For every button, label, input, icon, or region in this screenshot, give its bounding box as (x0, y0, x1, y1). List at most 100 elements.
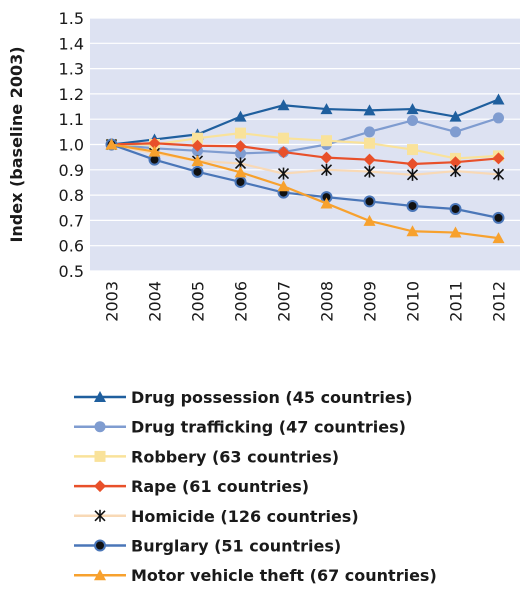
data-point (234, 140, 247, 153)
data-point (320, 163, 333, 176)
y-tick-label: 1.1 (59, 110, 84, 129)
data-point (94, 509, 106, 522)
data-point (191, 154, 204, 166)
data-point (277, 146, 290, 159)
data-point (406, 168, 419, 181)
data-point (320, 103, 333, 115)
data-point (492, 211, 505, 224)
x-tick-label: 2003 (103, 281, 122, 322)
data-point (94, 450, 106, 462)
data-point (364, 137, 375, 149)
y-tick-label: 0.6 (59, 237, 84, 256)
data-point (191, 139, 204, 152)
x-tick-label: 2008 (318, 281, 337, 322)
legend-label: Drug possession (45 countries) (131, 388, 413, 407)
data-point (320, 197, 333, 209)
y-tick-label: 1.3 (59, 60, 84, 79)
series-line (111, 132, 499, 160)
data-point (492, 152, 505, 165)
data-point (277, 99, 290, 111)
y-tick-label: 1.2 (59, 85, 84, 104)
data-point (148, 137, 161, 150)
series-line (111, 143, 499, 240)
data-point (449, 226, 462, 238)
legend-label: Motor vehicle theft (67 countries) (131, 566, 437, 585)
legend-label: Rape (61 countries) (131, 477, 309, 496)
legend-item: Drug possession (45 countries) (74, 388, 413, 407)
data-point (364, 126, 375, 138)
data-point (234, 175, 247, 188)
legend-item: Burglary (51 countries) (74, 537, 341, 556)
x-tick-label: 2009 (361, 281, 380, 322)
y-tick-label: 1.5 (59, 9, 84, 28)
data-point (191, 165, 204, 178)
series-line (111, 98, 499, 146)
data-point (493, 112, 504, 124)
data-point (320, 151, 333, 164)
gridlines (90, 17, 520, 272)
data-point (406, 103, 419, 115)
series-line (111, 116, 499, 155)
data-point (406, 225, 419, 237)
data-point (492, 93, 505, 105)
legend-item: Homicide (126 countries) (74, 507, 359, 526)
data-point (94, 539, 106, 552)
data-point (277, 180, 290, 192)
y-tick-label: 0.5 (59, 262, 84, 281)
data-point (321, 135, 332, 147)
data-point (449, 156, 462, 169)
x-tick-label: 2004 (146, 281, 165, 322)
data-point (192, 132, 203, 144)
legend: Drug possession (45 countries) Drug traff… (74, 388, 437, 585)
y-tick-label: 0.7 (59, 211, 84, 230)
data-point (235, 147, 246, 159)
x-tick-label: 2006 (232, 281, 251, 322)
x-tick-label: 2005 (189, 281, 208, 322)
data-point (449, 110, 462, 122)
legend-label: Drug trafficking (47 countries) (131, 418, 406, 437)
data-point (363, 104, 376, 116)
data-point (363, 195, 376, 208)
data-point (407, 114, 418, 126)
legend-item: Drug trafficking (47 countries) (74, 418, 406, 437)
x-tick-label: 2007 (275, 281, 294, 322)
y-tick-label: 1.0 (59, 136, 84, 155)
legend-item: Motor vehicle theft (67 countries) (74, 566, 437, 585)
x-tick-label: 2010 (404, 281, 423, 322)
data-point (363, 165, 376, 178)
data-point (235, 127, 246, 139)
data-point (363, 153, 376, 166)
y-axis: 0.5 0.6 0.7 0.8 0.9 1.0 1.1 1.2 1.3 1.4 1.5 (59, 9, 84, 281)
data-point (234, 166, 247, 178)
data-point (450, 126, 461, 138)
data-point (277, 167, 290, 180)
x-tick-label: 2012 (490, 281, 509, 322)
legend-item: Rape (61 countries) (74, 477, 309, 496)
data-point (492, 232, 505, 244)
data-point (449, 203, 462, 216)
data-point (407, 144, 418, 156)
y-tick-label: 0.9 (59, 161, 84, 180)
data-point (94, 480, 106, 493)
x-tick-label: 2011 (447, 281, 466, 322)
data-point (363, 214, 376, 226)
data-point (449, 165, 462, 178)
data-point (94, 569, 106, 581)
legend-item: Robbery (63 countries) (74, 447, 339, 466)
y-tick-label: 0.8 (59, 186, 84, 205)
data-point (234, 110, 247, 122)
legend-label: Robbery (63 countries) (131, 447, 339, 466)
x-axis: 2003 2004 2005 2006 2007 2008 2009 2010 2011 2012 (103, 281, 509, 322)
legend-label: Homicide (126 countries) (131, 507, 359, 526)
data-point (148, 145, 161, 157)
series-motor (105, 138, 505, 244)
data-point (105, 138, 118, 150)
legend-label: Burglary (51 countries) (131, 537, 341, 556)
data-point (94, 421, 106, 433)
y-tick-label: 1.4 (59, 34, 84, 53)
data-point (492, 168, 505, 181)
data-point (94, 391, 106, 402)
series-line (111, 142, 499, 166)
series-layer (105, 93, 505, 244)
